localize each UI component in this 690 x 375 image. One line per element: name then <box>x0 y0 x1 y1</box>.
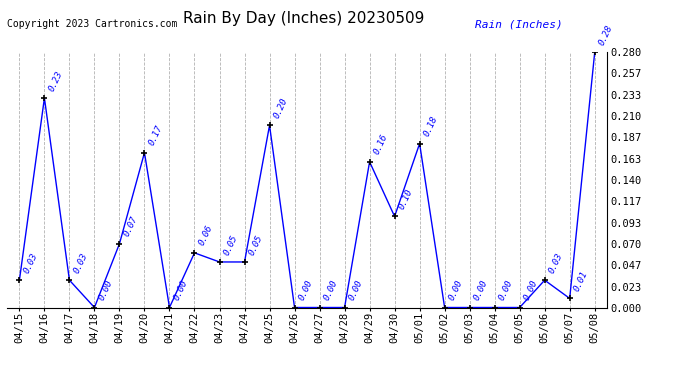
Text: 0.07: 0.07 <box>122 215 139 238</box>
Text: 0.03: 0.03 <box>547 251 564 274</box>
Text: 0.01: 0.01 <box>573 270 590 293</box>
Text: 0.06: 0.06 <box>197 224 215 247</box>
Text: 0.17: 0.17 <box>147 124 164 147</box>
Text: Rain (Inches): Rain (Inches) <box>475 20 563 29</box>
Text: Copyright 2023 Cartronics.com: Copyright 2023 Cartronics.com <box>7 20 177 29</box>
Text: Rain By Day (Inches) 20230509: Rain By Day (Inches) 20230509 <box>183 11 424 26</box>
Text: 0.00: 0.00 <box>347 279 364 302</box>
Text: 0.20: 0.20 <box>273 96 290 120</box>
Text: 0.18: 0.18 <box>422 115 440 138</box>
Text: 0.28: 0.28 <box>598 24 615 47</box>
Text: 0.00: 0.00 <box>322 279 339 302</box>
Text: 0.05: 0.05 <box>247 233 264 256</box>
Text: 0.00: 0.00 <box>97 279 115 302</box>
Text: 0.00: 0.00 <box>473 279 490 302</box>
Text: 0.23: 0.23 <box>47 69 64 93</box>
Text: 0.00: 0.00 <box>497 279 515 302</box>
Text: 0.03: 0.03 <box>22 251 39 274</box>
Text: 0.00: 0.00 <box>297 279 315 302</box>
Text: 0.10: 0.10 <box>397 188 415 211</box>
Text: 0.00: 0.00 <box>172 279 190 302</box>
Text: 0.00: 0.00 <box>522 279 540 302</box>
Text: 0.16: 0.16 <box>373 133 390 156</box>
Text: 0.05: 0.05 <box>222 233 239 256</box>
Text: 0.03: 0.03 <box>72 251 90 274</box>
Text: 0.00: 0.00 <box>447 279 464 302</box>
